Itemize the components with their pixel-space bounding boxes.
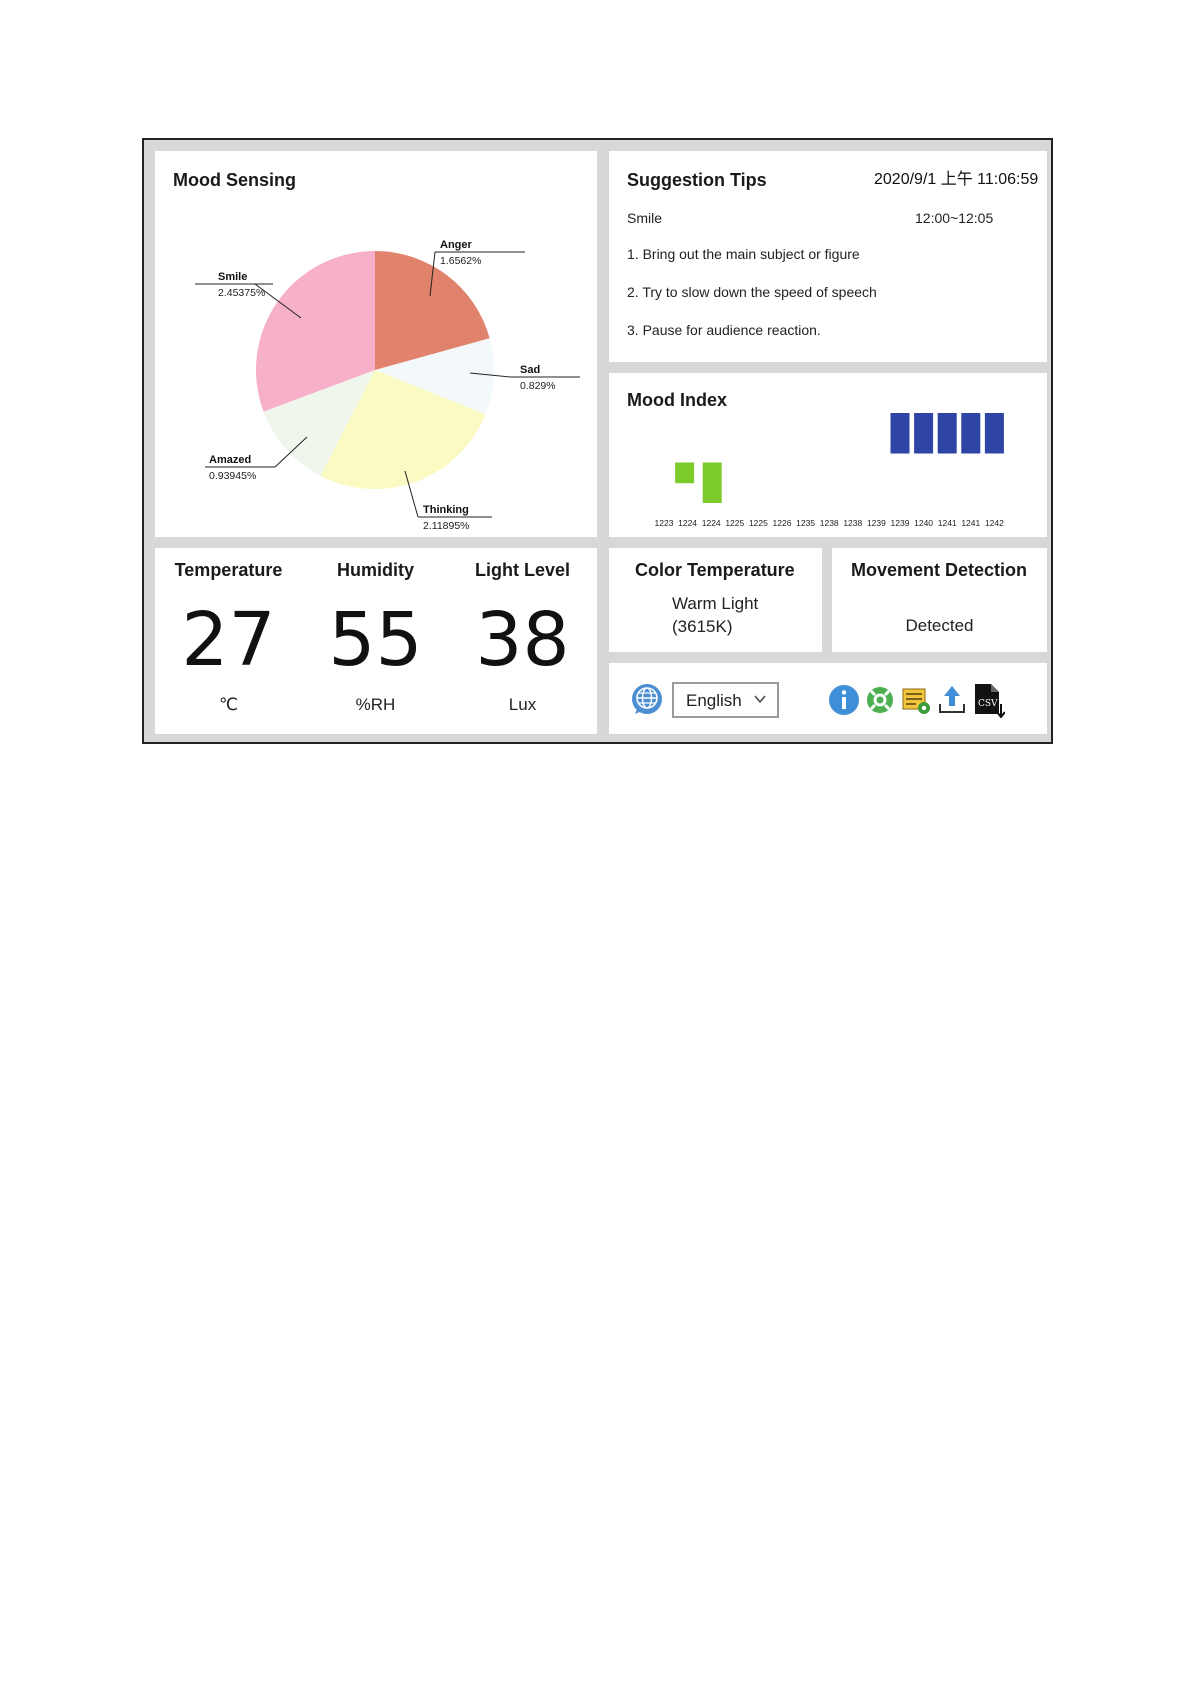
tip-item: 1. Bring out the main subject or figure xyxy=(627,246,860,262)
suggestion-tips-title: Suggestion Tips xyxy=(627,170,767,190)
pie-slice-sad xyxy=(375,338,494,415)
color-temperature-value: Warm Light (3615K) xyxy=(672,592,758,638)
mood-index-tick-label: 1225 xyxy=(749,518,768,528)
color-temperature-kelvin: (3615K) xyxy=(672,617,733,636)
language-value: English xyxy=(686,691,742,710)
language-select[interactable]: English xyxy=(672,682,779,718)
mood-index-bar-positive xyxy=(675,462,695,484)
pie-leader-line xyxy=(404,470,419,518)
pie-slice-anger xyxy=(375,251,490,370)
movement-detection-title: Movement Detection xyxy=(851,560,1028,580)
temperature-readout: Temperature 27 ℃ xyxy=(155,548,302,734)
time-range: 12:00~12:05 xyxy=(915,210,994,226)
light-level-value: 38 xyxy=(475,597,570,683)
mood-sensing-panel: Mood Sensing Anger 1.6562% Sad 0.829% Thinki… xyxy=(155,151,597,537)
mood-index-tick-label: 1241 xyxy=(961,518,980,528)
color-temperature-panel: Color Temperature Warm Light (3615K) xyxy=(609,548,822,652)
mood-pie-chart: Anger 1.6562% Sad 0.829% Thinking 2.11895% Ama… xyxy=(195,239,580,532)
pie-label-name: Thinking xyxy=(423,504,469,516)
tip-item: 2. Try to slow down the speed of speech xyxy=(627,284,877,300)
pie-slice-smile xyxy=(256,251,375,412)
pie-label-name: Sad xyxy=(520,364,540,376)
movement-status: Detected xyxy=(905,616,974,635)
mood-index-bar-positive xyxy=(702,462,722,503)
pie-label-percent: 2.11895% xyxy=(423,520,470,532)
mood-index-tick-label: 1225 xyxy=(725,518,744,528)
chevron-down-icon xyxy=(754,695,766,704)
pie-label-percent: 1.6562% xyxy=(440,255,481,267)
mood-index-tick-label: 1238 xyxy=(820,518,839,528)
light-level-label: Light Level xyxy=(474,560,570,580)
mood-sensing-title: Mood Sensing xyxy=(173,170,296,190)
pie-slice-amazed xyxy=(263,370,375,476)
mood-index-panel: Mood Index 1223 1224 1224 1225 1225 1226 1235 1… xyxy=(609,373,1047,537)
pie-leader-line xyxy=(274,436,308,468)
humidity-unit: %RH xyxy=(355,695,396,714)
pie-label-name: Smile xyxy=(218,271,247,283)
suggestion-tips-panel: Suggestion Tips 2020/9/1 上午 11:06:59 Smi… xyxy=(609,151,1047,362)
mood-index-title: Mood Index xyxy=(627,390,727,410)
light-level-unit: Lux xyxy=(508,695,537,714)
mood-index-bar-negative xyxy=(984,413,1004,454)
mood-index-tick-label: 1224 xyxy=(702,518,721,528)
mood-index-tick-label: 1223 xyxy=(655,518,674,528)
mood-index-tick-label: 1242 xyxy=(985,518,1004,528)
mood-index-tick-label: 1241 xyxy=(938,518,957,528)
mood-index-bar-negative xyxy=(961,413,981,454)
current-mood: Smile xyxy=(627,210,663,226)
mood-index-tick-label: 1226 xyxy=(773,518,792,528)
pie-label-percent: 0.829% xyxy=(520,380,556,392)
globe-icon[interactable] xyxy=(631,683,663,715)
pie-label-name: Amazed xyxy=(209,454,251,466)
humidity-label: Humidity xyxy=(336,560,414,580)
current-datetime: 2020/9/1 上午 11:06:59 xyxy=(874,171,1039,188)
mood-index-tick-label: 1239 xyxy=(891,518,910,528)
pie-label-name: Anger xyxy=(440,239,473,251)
temperature-unit: ℃ xyxy=(218,695,239,714)
upload-icon[interactable] xyxy=(935,682,969,718)
mood-index-bar-negative xyxy=(914,413,934,454)
movement-detection-panel: Movement Detection Detected xyxy=(832,548,1047,652)
info-icon[interactable] xyxy=(827,682,861,718)
mood-index-bar-negative xyxy=(890,413,910,454)
mood-index-bar-negative xyxy=(937,413,957,454)
mood-index-tick-label: 1240 xyxy=(914,518,933,528)
environment-panel: Temperature 27 ℃ Humidity 55 %RH Light L… xyxy=(155,548,597,734)
pie-label-percent: 0.93945% xyxy=(209,470,256,482)
settings-icon[interactable] xyxy=(899,682,933,718)
dashboard-frame: Mood Sensing Anger 1.6562% Sad 0.829% Thinki… xyxy=(142,138,1053,744)
pie-leader-line xyxy=(254,283,302,319)
pie-label-percent: 2.45375% xyxy=(218,287,265,299)
mood-index-tick-label: 1238 xyxy=(843,518,862,528)
mood-index-tick-label: 1224 xyxy=(678,518,697,528)
csv-download-icon[interactable]: CSV xyxy=(971,682,1005,718)
temperature-label: Temperature xyxy=(174,560,283,580)
mood-index-tick-label: 1239 xyxy=(867,518,886,528)
mood-index-chart: 1223 1224 1224 1225 1225 1226 1235 1238 1238 1239… xyxy=(655,413,1004,528)
color-temperature-type: Warm Light xyxy=(672,594,759,613)
csv-label: CSV xyxy=(978,699,998,709)
pie-slice-thinking xyxy=(320,370,486,489)
toolbar-panel: English xyxy=(609,663,1047,734)
light-level-readout: Light Level 38 Lux xyxy=(449,548,596,734)
humidity-value: 55 xyxy=(328,597,423,683)
tip-item: 3. Pause for audience reaction. xyxy=(627,322,821,338)
pie-leader-line xyxy=(469,372,511,378)
color-temperature-title: Color Temperature xyxy=(635,560,795,580)
temperature-value: 27 xyxy=(181,597,276,683)
pie-leader-line xyxy=(429,251,436,297)
support-icon[interactable] xyxy=(863,682,897,718)
mood-index-tick-label: 1235 xyxy=(796,518,815,528)
humidity-readout: Humidity 55 %RH xyxy=(302,548,449,734)
